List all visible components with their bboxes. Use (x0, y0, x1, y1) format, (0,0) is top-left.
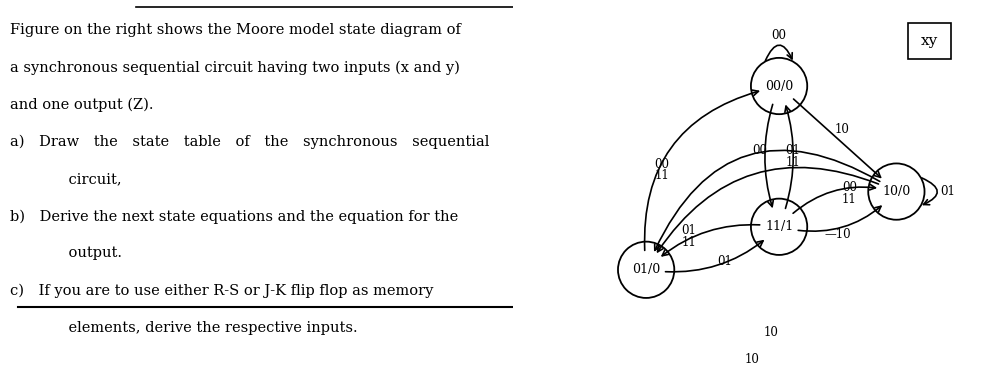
Text: 00: 00 (772, 29, 787, 42)
Text: 11: 11 (842, 193, 857, 206)
Text: 10: 10 (834, 122, 849, 136)
Text: output.: output. (10, 246, 123, 260)
Text: 00: 00 (842, 181, 857, 194)
Text: b) Derive the next state equations and the equation for the: b) Derive the next state equations and t… (10, 209, 459, 224)
Text: 10/0: 10/0 (882, 185, 910, 198)
Text: 11: 11 (786, 156, 800, 169)
Text: 01: 01 (940, 185, 955, 198)
Bar (908, 23, 951, 59)
Text: 10: 10 (744, 353, 760, 366)
Text: xy: xy (920, 34, 939, 48)
Text: a) Draw the state table of the synchronous sequential: a) Draw the state table of the synchrono… (10, 135, 490, 149)
Text: 10: 10 (764, 326, 779, 339)
Text: 01/0: 01/0 (632, 263, 660, 276)
Text: 00: 00 (752, 144, 767, 157)
Text: 00/0: 00/0 (765, 79, 793, 93)
Text: 01: 01 (786, 144, 800, 157)
Text: and one output (Z).: and one output (Z). (10, 98, 154, 112)
Text: 11: 11 (682, 236, 696, 249)
Text: 01: 01 (682, 224, 696, 237)
Text: 01: 01 (717, 255, 731, 269)
Text: 11/1: 11/1 (765, 220, 793, 233)
Text: circuit,: circuit, (10, 172, 122, 186)
Text: 11: 11 (655, 169, 669, 183)
Text: a synchronous sequential circuit having two inputs (x and y): a synchronous sequential circuit having … (10, 61, 460, 75)
Text: elements, derive the respective inputs.: elements, derive the respective inputs. (10, 321, 358, 335)
Text: Figure on the right shows the Moore model state diagram of: Figure on the right shows the Moore mode… (10, 23, 461, 38)
Text: c) If you are to use either R-S or J-K flip flop as memory: c) If you are to use either R-S or J-K f… (10, 283, 434, 298)
Text: 00: 00 (654, 158, 669, 171)
Text: —10: —10 (825, 228, 851, 241)
